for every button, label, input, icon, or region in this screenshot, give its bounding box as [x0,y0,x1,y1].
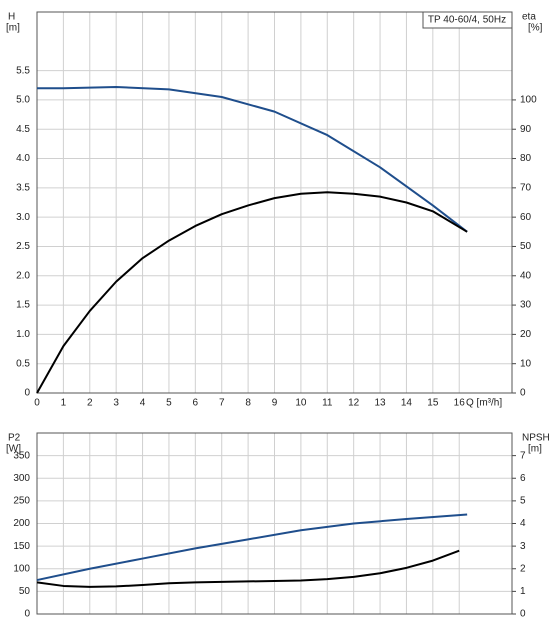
curve [36,549,460,588]
y-tick-label: 350 [13,450,30,461]
x-tick-label: 8 [245,398,251,409]
y-tick-label: 0.5 [16,358,30,369]
y2-tick-label: 50 [520,241,532,252]
plot-frame [36,432,513,615]
x-tick-label: 2 [87,398,93,409]
y2-tick-label: 3 [520,541,526,552]
x-tick-label: 16 [454,398,466,409]
y2-axis-label: eta [522,12,536,23]
x-tick-label: 11 [322,398,333,409]
x-tick-label: 1 [61,398,67,409]
y2-tick-label: 40 [520,270,532,281]
y2-tick-label: 1 [520,586,526,597]
x-tick-label: 9 [272,398,278,409]
y2-tick-label: 80 [520,153,532,164]
y2-tick-label: 90 [520,124,532,135]
x-axis-label: Q [m³/h] [466,398,502,409]
x-tick-label: 12 [348,398,360,409]
x-tick-label: 10 [295,398,307,409]
x-tick-label: 4 [140,398,146,409]
y-tick-label: 4.0 [16,153,30,164]
y2-tick-label: 30 [520,300,532,311]
y-tick-label: 300 [13,473,30,484]
y-tick-label: 3.5 [16,182,30,193]
y-tick-label: 5.0 [16,95,30,106]
x-tick-label: 13 [374,398,386,409]
y-tick-label: 5.5 [16,65,30,76]
y-tick-label: 0 [24,388,30,399]
y-tick-label: 50 [19,586,31,597]
y2-tick-label: 7 [520,450,526,461]
curve [36,513,468,582]
plot-frame [36,11,513,394]
y-tick-label: 2.0 [16,270,30,281]
y2-tick-label: 2 [520,563,526,574]
y-tick-label: 4.5 [16,124,30,135]
y-tick-label: 250 [13,496,30,507]
x-tick-label: 0 [34,398,40,409]
x-tick-label: 5 [166,398,172,409]
y2-axis-unit: [%] [528,23,543,34]
y2-tick-label: 10 [520,358,532,369]
y2-tick-label: 70 [520,182,532,193]
x-tick-label: 14 [401,398,413,409]
y2-axis-unit: [m] [528,444,542,455]
y-tick-label: 3.0 [16,212,30,223]
y-axis-unit: [m] [6,23,20,34]
y-tick-label: 150 [13,541,30,552]
y2-tick-label: 100 [520,95,537,106]
title-box [422,11,513,29]
y-tick-label: 100 [13,563,30,574]
y-axis-label: H [8,12,15,23]
y2-tick-label: 0 [520,388,526,399]
x-tick-label: 6 [193,398,199,409]
y2-axis-label: NPSH [522,433,550,444]
y2-tick-label: 5 [520,496,526,507]
y2-tick-label: 60 [520,212,532,223]
curve [36,191,468,394]
y2-tick-label: 0 [520,609,526,620]
y-tick-label: 0 [24,609,30,620]
y-tick-label: 1.0 [16,329,30,340]
y-axis-unit: [W] [6,444,21,455]
y-axis-label: P2 [8,433,21,444]
y2-tick-label: 4 [520,518,526,529]
y-tick-label: 2.5 [16,241,30,252]
y-tick-label: 1.5 [16,300,30,311]
x-tick-label: 15 [427,398,439,409]
x-tick-label: 7 [219,398,225,409]
curve [37,86,468,233]
y2-tick-label: 6 [520,473,526,484]
y2-tick-label: 20 [520,329,532,340]
x-tick-label: 3 [113,398,119,409]
y-tick-label: 200 [13,518,30,529]
chart-title: TP 40-60/4, 50Hz [428,15,506,26]
